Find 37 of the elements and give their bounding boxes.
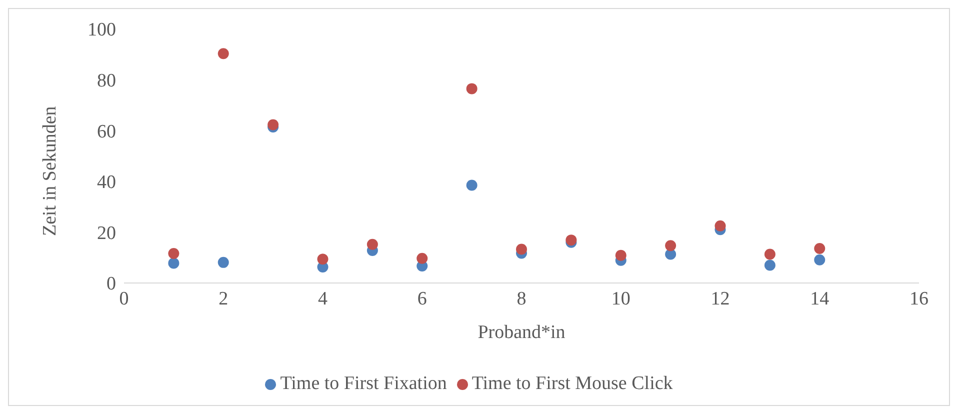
x-tick-label: 8 [516,288,526,310]
legend-label: Time to First Mouse Click [472,373,673,394]
point [268,119,279,130]
y-tick-label: 40 [97,172,116,194]
x-tick-label: 6 [417,288,427,310]
y-tick-label: 100 [88,20,116,41]
point [366,238,378,250]
point [218,256,229,268]
y-axis-title: Zeit in Sekunden [40,106,61,236]
point [764,248,776,260]
x-tick-label: 14 [810,288,830,310]
x-tick-label: 12 [710,288,730,310]
point [814,242,826,254]
y-tick-label: 60 [97,121,116,142]
point [764,260,776,271]
point [317,254,328,265]
point [416,252,428,264]
point [516,244,527,255]
point [168,248,180,260]
point [466,180,478,191]
x-tick-label: 2 [218,288,228,310]
legend-label: Time to First Fixation [280,373,447,394]
x-tick-label: 10 [611,288,630,310]
x-tick-label: 4 [318,288,328,310]
point [665,240,676,252]
point [714,220,726,232]
point [218,48,229,60]
point [615,250,626,261]
x-tick-label: 0 [119,288,129,310]
point [168,258,180,269]
point [466,83,478,94]
point [814,254,826,266]
x-tick-label: 16 [910,288,928,310]
y-tick-label: 0 [106,274,116,295]
y-tick-label: 80 [97,70,116,92]
x-axis-title: Proband*in [478,322,566,343]
y-tick-label: 20 [97,222,116,244]
